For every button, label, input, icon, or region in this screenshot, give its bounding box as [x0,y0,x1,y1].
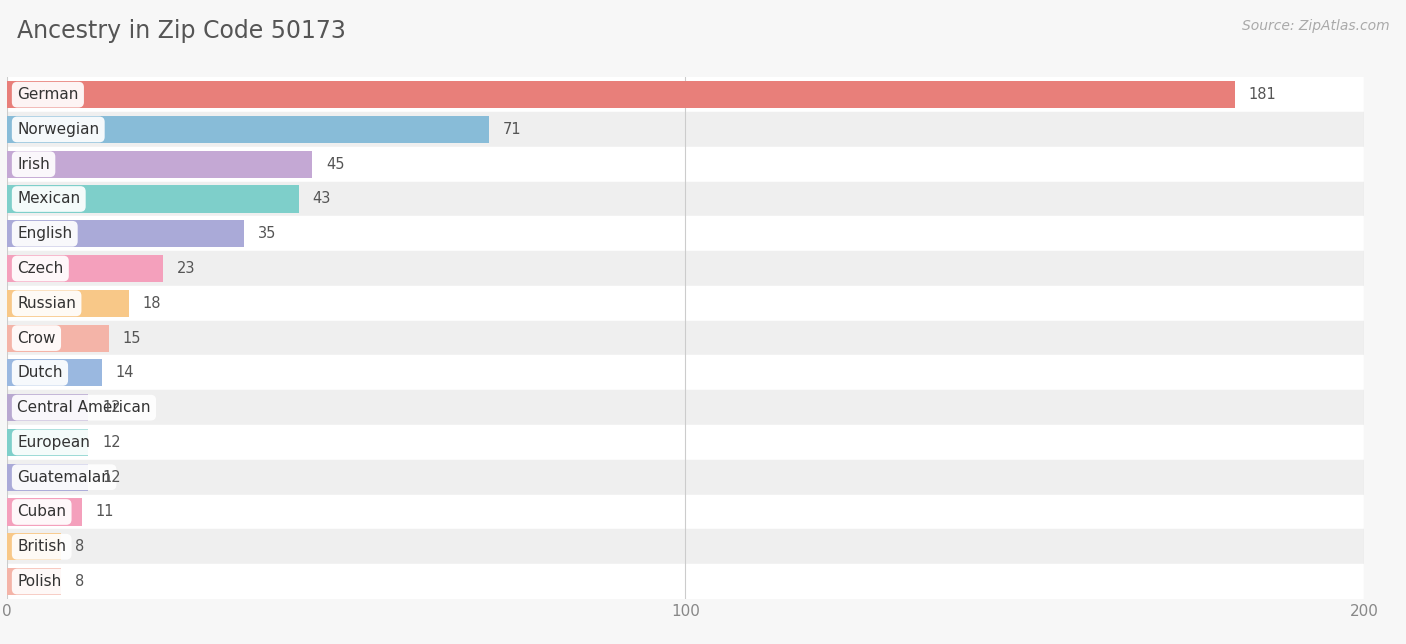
Bar [7,394,89,421]
Text: 181: 181 [1249,87,1277,102]
Bar [7,77,1364,112]
Text: 14: 14 [115,365,134,381]
Bar [7,359,103,386]
Bar [7,464,89,491]
Bar [7,460,1364,495]
Bar [7,216,1364,251]
Bar [7,81,1234,108]
Text: German: German [17,87,79,102]
Bar [7,147,1364,182]
Text: Russian: Russian [17,296,76,311]
Text: Guatemalan: Guatemalan [17,469,111,485]
Bar [7,529,1364,564]
Bar [7,533,62,560]
Text: 8: 8 [75,539,84,554]
Text: 12: 12 [103,469,121,485]
Text: 8: 8 [75,574,84,589]
Bar [7,321,1364,355]
Text: Cuban: Cuban [17,504,66,520]
Bar [7,182,1364,216]
Text: 12: 12 [103,435,121,450]
Text: 18: 18 [143,296,162,311]
Text: Source: ZipAtlas.com: Source: ZipAtlas.com [1241,19,1389,33]
Text: Ancestry in Zip Code 50173: Ancestry in Zip Code 50173 [17,19,346,43]
Text: 15: 15 [122,330,141,346]
Bar [7,151,312,178]
Text: Crow: Crow [17,330,56,346]
Text: Irish: Irish [17,156,51,172]
Text: British: British [17,539,66,554]
Bar [7,286,1364,321]
Text: European: European [17,435,90,450]
Bar [7,495,1364,529]
Text: 11: 11 [96,504,114,520]
Text: 43: 43 [312,191,330,207]
Text: Mexican: Mexican [17,191,80,207]
Bar [7,251,1364,286]
Text: Polish: Polish [17,574,62,589]
Text: 12: 12 [103,400,121,415]
Text: Norwegian: Norwegian [17,122,100,137]
Text: 23: 23 [177,261,195,276]
Text: English: English [17,226,72,242]
Text: Czech: Czech [17,261,63,276]
Text: 45: 45 [326,156,344,172]
Bar [7,255,163,282]
Text: 71: 71 [502,122,520,137]
Text: Central American: Central American [17,400,150,415]
Text: Dutch: Dutch [17,365,63,381]
Bar [7,425,1364,460]
Bar [7,568,62,595]
Bar [7,185,298,213]
Bar [7,355,1364,390]
Bar [7,116,489,143]
Bar [7,112,1364,147]
Bar [7,564,1364,599]
Bar [7,325,108,352]
Bar [7,390,1364,425]
Bar [7,220,245,247]
Bar [7,429,89,456]
Bar [7,290,129,317]
Bar [7,498,82,526]
Text: 35: 35 [259,226,277,242]
